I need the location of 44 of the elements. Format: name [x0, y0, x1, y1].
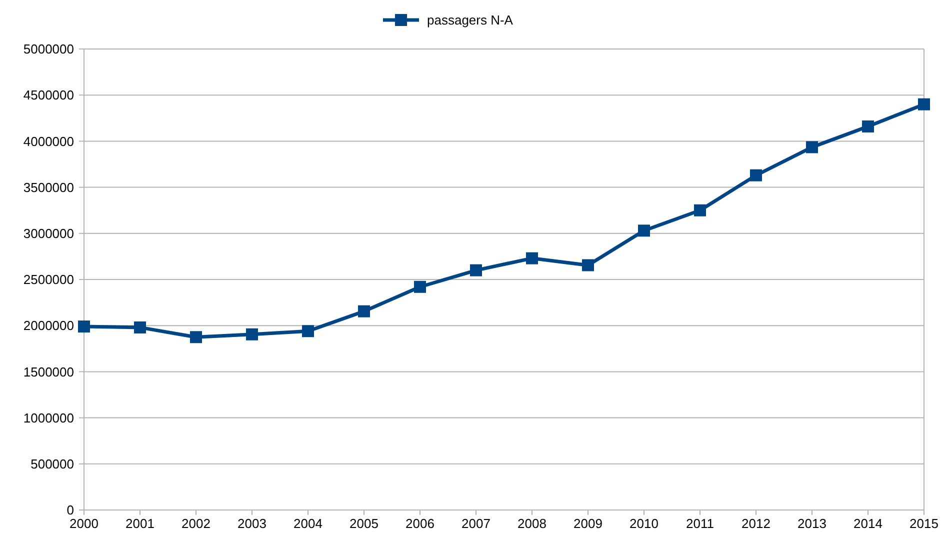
- point: [862, 120, 874, 132]
- x-tick-label: 2007: [462, 516, 490, 531]
- point: [470, 264, 482, 276]
- x-tick-label: 2013: [798, 516, 826, 531]
- legend-label: passagers N-A: [427, 12, 514, 28]
- point: [302, 325, 314, 338]
- x-tick-label: 2006: [406, 516, 434, 531]
- point: [358, 305, 370, 318]
- y-tick-label: 2500000: [23, 272, 74, 288]
- y-tick-label: 2000000: [23, 318, 74, 334]
- point: [582, 259, 594, 272]
- point: [918, 98, 930, 110]
- y-tick-label: 1000000: [23, 410, 74, 426]
- point: [134, 321, 146, 334]
- x-tick-label: 2008: [518, 516, 546, 531]
- x-tick-label: 2011: [686, 516, 714, 531]
- y-tick-label: 4000000: [23, 134, 74, 149]
- point: [750, 169, 762, 182]
- point: [414, 280, 426, 293]
- x-tick-label: 2004: [294, 516, 322, 531]
- point: [806, 141, 818, 154]
- x-tick-label: 2014: [854, 516, 882, 531]
- y-tick-label: 3000000: [23, 226, 74, 241]
- y-tick-label: 4500000: [23, 88, 74, 103]
- x-tick-label: 2003: [238, 516, 266, 531]
- point: [694, 204, 706, 216]
- point: [190, 331, 202, 344]
- y-tick-label: 500000: [30, 456, 74, 472]
- x-tick-label: 2012: [742, 516, 770, 531]
- y-tick-label: 0: [66, 502, 74, 518]
- x-tick-label: 2015: [910, 516, 938, 531]
- x-tick-label: 2010: [630, 516, 658, 531]
- y-tick-label: 5000000: [23, 42, 74, 57]
- x-tick-label: 2001: [126, 516, 154, 531]
- x-tick-label: 2000: [70, 516, 98, 531]
- point: [78, 320, 90, 333]
- point: [638, 224, 650, 237]
- x-tick-label: 2009: [574, 516, 602, 531]
- y-tick-label: 3500000: [23, 180, 74, 195]
- x-tick-label: 2005: [350, 516, 378, 531]
- y-tick-label: 1500000: [23, 364, 74, 380]
- point: [526, 252, 538, 264]
- x-tick-label: 2002: [182, 516, 210, 531]
- point: [246, 328, 258, 340]
